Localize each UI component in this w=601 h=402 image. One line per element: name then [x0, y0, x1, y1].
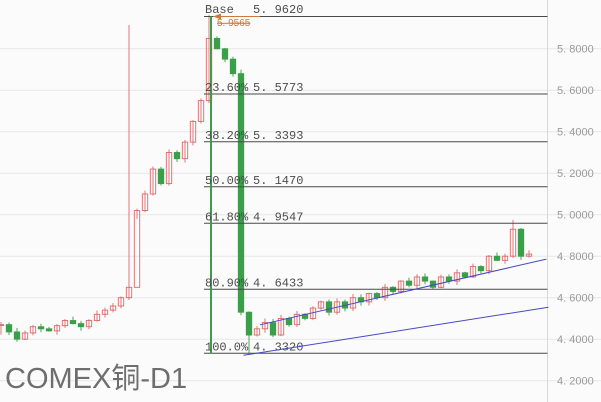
svg-text:38.20%: 38.20% [205, 129, 249, 143]
svg-text:COMEX铜-D1: COMEX铜-D1 [5, 362, 187, 395]
svg-text:23.60%: 23.60% [205, 81, 249, 95]
svg-text:4. 4000: 4. 4000 [557, 334, 594, 346]
svg-text:5. 9565: 5. 9565 [217, 18, 251, 29]
svg-text:5. 5773: 5. 5773 [253, 81, 303, 95]
svg-text:5. 4000: 5. 4000 [557, 126, 594, 138]
svg-text:4. 2000: 4. 2000 [557, 375, 594, 387]
svg-text:5. 3393: 5. 3393 [253, 129, 303, 143]
svg-text:5. 0000: 5. 0000 [557, 209, 594, 221]
svg-text:4. 6000: 4. 6000 [557, 292, 594, 304]
svg-text:80.90%: 80.90% [205, 277, 249, 291]
svg-text:5. 2000: 5. 2000 [557, 168, 594, 180]
svg-text:5. 1470: 5. 1470 [253, 174, 303, 188]
svg-text:5. 8000: 5. 8000 [557, 44, 594, 56]
svg-text:50.00%: 50.00% [205, 174, 249, 188]
svg-text:5. 6000: 5. 6000 [557, 85, 594, 97]
svg-text:4. 8000: 4. 8000 [557, 251, 594, 263]
svg-text:100.0%: 100.0% [205, 341, 249, 355]
svg-text:4. 9547: 4. 9547 [253, 211, 303, 225]
svg-text:5. 9620: 5. 9620 [253, 3, 303, 17]
svg-text:4. 6433: 4. 6433 [253, 277, 303, 291]
svg-text:61.80%: 61.80% [205, 211, 249, 225]
